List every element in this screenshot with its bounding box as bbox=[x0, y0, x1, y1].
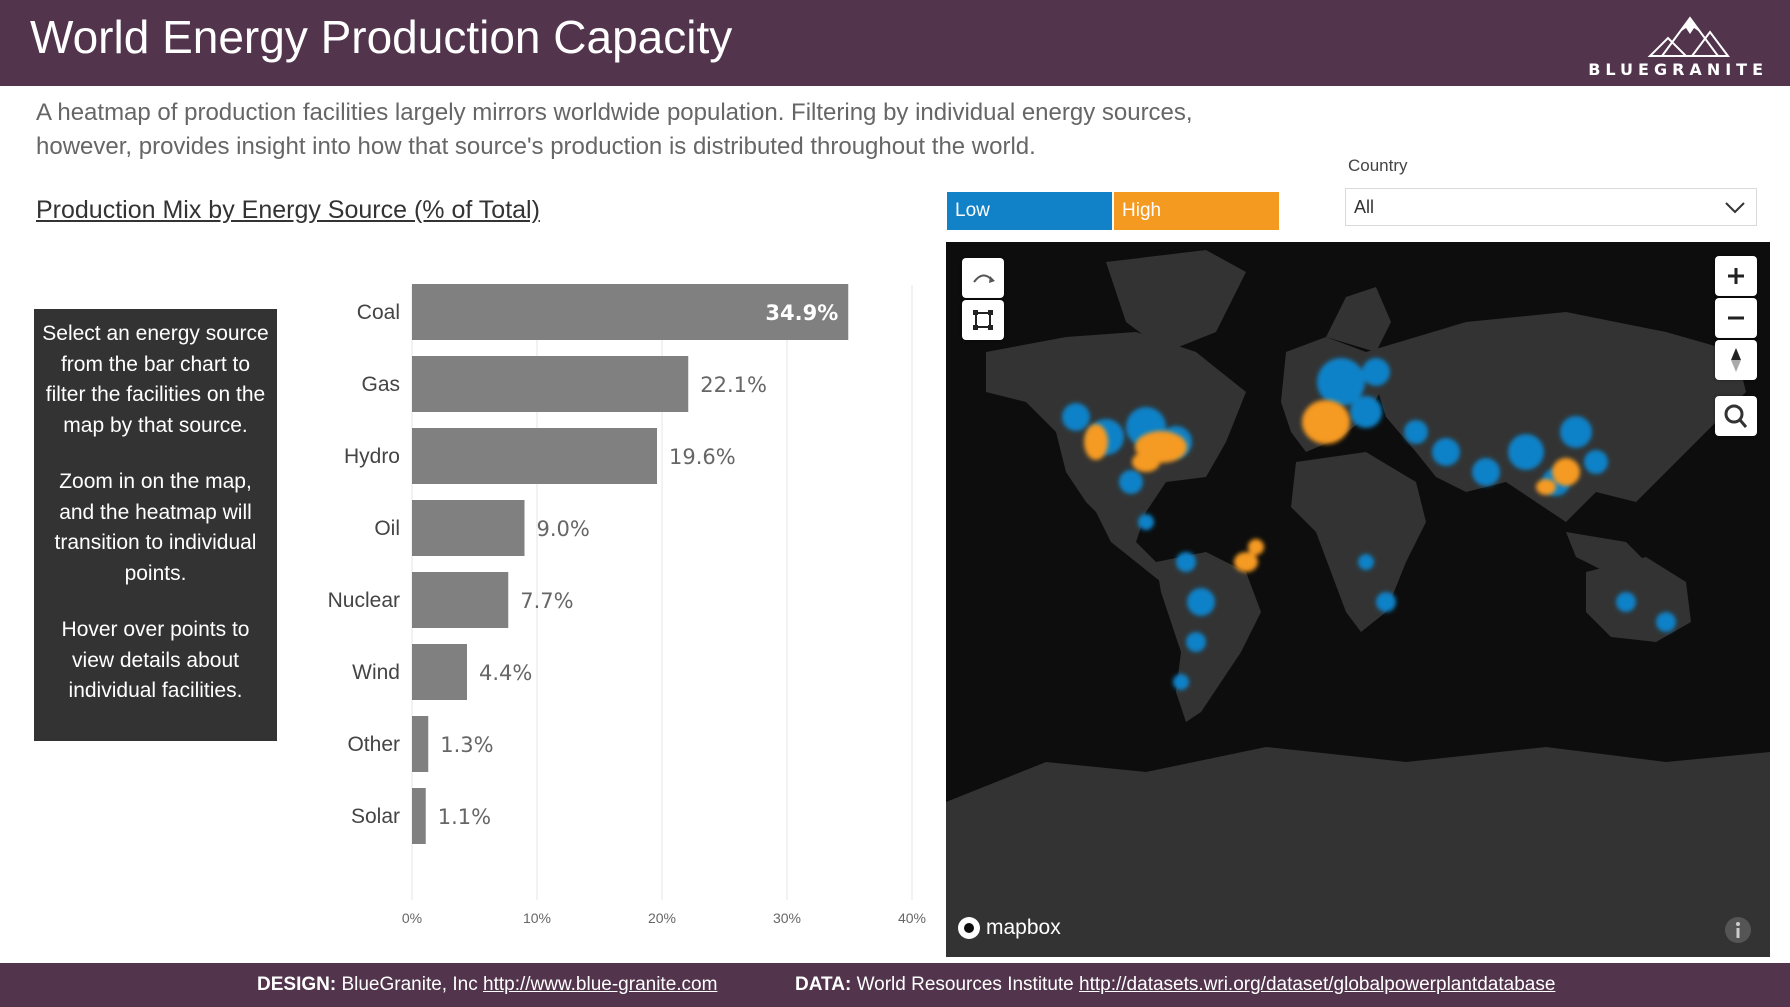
header-bar: World Energy Production Capacity BLUEGRA… bbox=[0, 0, 1790, 86]
logo-text: BLUEGRANITE bbox=[1588, 60, 1768, 79]
data-label: 1.1% bbox=[438, 805, 491, 829]
instructions-box: Select an energy source from the bar cha… bbox=[34, 309, 277, 741]
bar-nuclear[interactable] bbox=[412, 572, 509, 628]
footer-data-label: DATA: bbox=[795, 974, 852, 995]
instructions-paragraph-2: Zoom in on the map, and the heatmap will… bbox=[54, 470, 257, 585]
country-dropdown[interactable]: All bbox=[1345, 188, 1757, 226]
selection-icon bbox=[973, 310, 993, 330]
heatmap-map[interactable]: mapbox bbox=[946, 242, 1770, 957]
category-label: Coal bbox=[357, 301, 400, 324]
mapbox-text: mapbox bbox=[986, 916, 1061, 939]
footer-design-text: BlueGranite, Inc bbox=[341, 974, 478, 995]
bar-gas[interactable] bbox=[412, 356, 689, 412]
rotate-icon bbox=[973, 274, 995, 283]
compass-button[interactable] bbox=[1715, 340, 1757, 380]
bar-other[interactable] bbox=[412, 716, 429, 772]
x-tick-label: 40% bbox=[898, 910, 926, 926]
energy-source-bar-chart: 0% 10% 20% 30% 40% Coal 34.9% Gas 22.1% Hydro 19.6… bbox=[328, 284, 926, 926]
country-dropdown-value: All bbox=[1354, 197, 1375, 217]
bar-coal[interactable] bbox=[412, 284, 849, 340]
chart-title: Production Mix by Energy Source (% of To… bbox=[36, 196, 540, 224]
compass-icon bbox=[1731, 348, 1741, 372]
bar-oil[interactable] bbox=[412, 500, 525, 556]
footer-design: DESIGN: BlueGranite, Inc http://www.blue… bbox=[257, 963, 717, 1007]
legend-high: High bbox=[1114, 192, 1279, 230]
footer-bar: DESIGN: BlueGranite, Inc http://www.blue… bbox=[0, 963, 1790, 1007]
zoom-out-button[interactable] bbox=[1715, 298, 1757, 338]
data-label: 1.3% bbox=[440, 733, 493, 757]
bar-solar[interactable] bbox=[412, 788, 426, 844]
data-label: 19.6% bbox=[669, 445, 736, 469]
x-tick-label: 0% bbox=[402, 910, 422, 926]
instructions-paragraph-1: Select an energy source from the bar cha… bbox=[42, 322, 269, 437]
rotate-button[interactable] bbox=[962, 258, 1004, 298]
zoom-out-icon bbox=[1728, 316, 1744, 320]
bar-hydro[interactable] bbox=[412, 428, 657, 484]
zoom-in-icon bbox=[1728, 268, 1744, 284]
data-label: 34.9% bbox=[765, 301, 838, 325]
data-label: 22.1% bbox=[700, 373, 767, 397]
category-label: Other bbox=[347, 733, 400, 756]
instructions-paragraph-3: Hover over points to view details about … bbox=[61, 618, 250, 702]
zoom-in-button[interactable] bbox=[1715, 256, 1757, 296]
selection-button[interactable] bbox=[962, 300, 1004, 340]
page-subtitle: A heatmap of production facilities large… bbox=[36, 96, 1236, 164]
search-icon bbox=[1724, 404, 1748, 428]
page-title: World Energy Production Capacity bbox=[30, 11, 733, 63]
category-label: Solar bbox=[351, 805, 400, 828]
category-label: Gas bbox=[361, 373, 400, 396]
mapbox-logo-icon bbox=[958, 917, 980, 939]
category-label: Wind bbox=[352, 661, 400, 684]
world-map bbox=[946, 250, 1770, 957]
footer-design-label: DESIGN: bbox=[257, 974, 337, 995]
data-label: 7.7% bbox=[520, 589, 573, 613]
subtitle-line-1: A heatmap of production facilities large… bbox=[36, 99, 1193, 126]
category-label: Nuclear bbox=[328, 589, 400, 612]
mountain-logo-icon bbox=[1647, 16, 1730, 57]
data-label: 4.4% bbox=[479, 661, 532, 685]
country-filter-label: Country bbox=[1348, 156, 1408, 175]
search-map-button[interactable] bbox=[1715, 396, 1757, 436]
chevron-down-icon bbox=[1725, 202, 1745, 214]
subtitle-line-2: however, provides insight into how that … bbox=[36, 133, 1036, 160]
footer-design-link[interactable]: http://www.blue-granite.com bbox=[483, 974, 718, 995]
mapbox-attribution[interactable]: mapbox bbox=[956, 914, 1061, 942]
footer-data-text: World Resources Institute bbox=[856, 974, 1074, 995]
legend-low: Low bbox=[947, 192, 1112, 230]
data-label: 9.0% bbox=[537, 517, 590, 541]
category-label: Hydro bbox=[344, 445, 400, 468]
footer-data: DATA: World Resources Institute http://d… bbox=[795, 963, 1555, 1007]
category-label: Oil bbox=[374, 517, 400, 540]
info-icon[interactable] bbox=[1722, 914, 1754, 946]
heat-points-high bbox=[1084, 400, 1580, 572]
x-tick-label: 30% bbox=[773, 910, 801, 926]
x-tick-label: 20% bbox=[648, 910, 676, 926]
footer-data-link[interactable]: http://datasets.wri.org/dataset/globalpo… bbox=[1079, 974, 1556, 995]
bar-wind[interactable] bbox=[412, 644, 467, 700]
land-masses bbox=[946, 250, 1770, 957]
x-tick-label: 10% bbox=[523, 910, 551, 926]
